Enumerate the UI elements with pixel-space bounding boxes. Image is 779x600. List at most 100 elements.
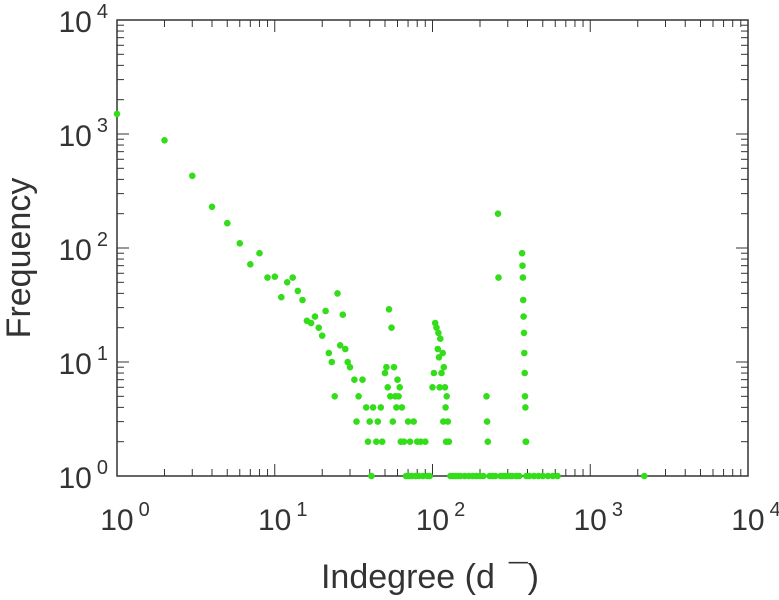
data-point (359, 376, 366, 384)
x-tick-label: 10 4 (731, 499, 779, 537)
y-tick-label: 10 3 (59, 115, 109, 153)
data-point (289, 274, 297, 281)
data-point (256, 249, 263, 257)
data-point (521, 369, 528, 377)
y-tick-label-exponent: 0 (97, 457, 108, 479)
y-tick-label-base: 10 (59, 120, 92, 153)
data-point (299, 296, 306, 304)
data-point (390, 363, 398, 371)
data-point (224, 219, 231, 227)
y-axis-title: Frequency (0, 178, 38, 339)
data-point (519, 262, 526, 270)
y-tick-label-base: 10 (59, 462, 92, 495)
data-point (426, 472, 434, 480)
data-point (373, 438, 380, 446)
data-point (387, 393, 394, 400)
data-point (438, 369, 445, 377)
data-point (384, 384, 392, 391)
data-point (521, 349, 528, 357)
data-point (410, 418, 418, 425)
x-tick-label-base: 10 (100, 504, 133, 537)
data-point (521, 393, 529, 400)
data-point (520, 313, 527, 320)
y-tick-label: 10 2 (59, 229, 109, 267)
data-point (342, 345, 349, 353)
data-point (549, 472, 557, 480)
data-point (484, 438, 492, 446)
data-point (516, 472, 523, 480)
y-tick-label-base: 10 (59, 234, 92, 267)
data-point (208, 203, 216, 211)
data-point (519, 296, 527, 304)
data-point (161, 137, 168, 144)
data-point (406, 438, 414, 446)
data-point (271, 273, 279, 281)
data-point (400, 438, 408, 446)
x-tick-label-base: 10 (574, 504, 607, 537)
data-point (442, 404, 449, 411)
data-point (522, 404, 529, 411)
data-point (264, 274, 271, 281)
data-point (378, 438, 386, 446)
data-point (443, 393, 451, 400)
data-point (247, 261, 254, 268)
data-point (315, 324, 323, 332)
data-point (113, 110, 121, 118)
y-tick-label-exponent: 4 (97, 1, 108, 23)
data-points (113, 110, 648, 480)
y-tick-label-base: 10 (59, 6, 92, 39)
data-point (346, 363, 354, 371)
x-axis-title: Indegree (d ¯) (321, 558, 539, 596)
data-point (483, 393, 490, 400)
x-tick-label-exponent: 0 (139, 499, 150, 521)
x-axis-title-suffix: ¯) (508, 558, 539, 596)
data-point (394, 376, 401, 384)
data-point (435, 354, 443, 361)
data-point (404, 418, 412, 425)
data-point (434, 345, 442, 353)
data-point (439, 349, 447, 357)
y-tick-label: 10 1 (59, 343, 109, 381)
data-point (294, 287, 302, 295)
data-point (429, 384, 436, 391)
x-tick-label-exponent: 2 (454, 499, 465, 521)
data-point (417, 438, 424, 446)
data-point (339, 311, 347, 319)
data-point (433, 324, 440, 332)
data-point (480, 472, 487, 480)
data-point (369, 404, 377, 411)
data-point (353, 418, 360, 425)
x-tick-label-exponent: 4 (770, 499, 779, 521)
data-point (322, 307, 329, 315)
y-tick-label-exponent: 2 (97, 229, 108, 251)
data-point (440, 363, 448, 371)
x-tick-label: 10 1 (258, 499, 308, 537)
data-point (377, 404, 385, 411)
data-point (522, 438, 530, 446)
y-tick-label-exponent: 3 (97, 115, 108, 137)
data-point (364, 438, 372, 446)
data-point (441, 384, 449, 391)
x-tick-label-base: 10 (258, 504, 291, 537)
data-point (325, 349, 333, 357)
data-point (328, 358, 336, 366)
x-tick-label-exponent: 3 (612, 499, 623, 521)
x-tick-label-base: 10 (416, 504, 449, 537)
data-point (422, 438, 429, 446)
data-point (518, 249, 526, 257)
x-tick-label: 10 3 (574, 499, 624, 537)
x-tick-label: 10 2 (416, 499, 466, 537)
data-point (544, 472, 552, 480)
data-point (344, 358, 352, 366)
data-point (389, 418, 397, 425)
data-point (396, 384, 404, 391)
x-tick-label-base: 10 (731, 504, 764, 537)
data-point (283, 279, 291, 286)
data-point (331, 393, 339, 400)
data-point (435, 329, 442, 337)
data-point (519, 274, 527, 281)
x-tick-label-exponent: 1 (296, 499, 307, 521)
data-point (318, 332, 326, 340)
data-point (385, 306, 393, 313)
